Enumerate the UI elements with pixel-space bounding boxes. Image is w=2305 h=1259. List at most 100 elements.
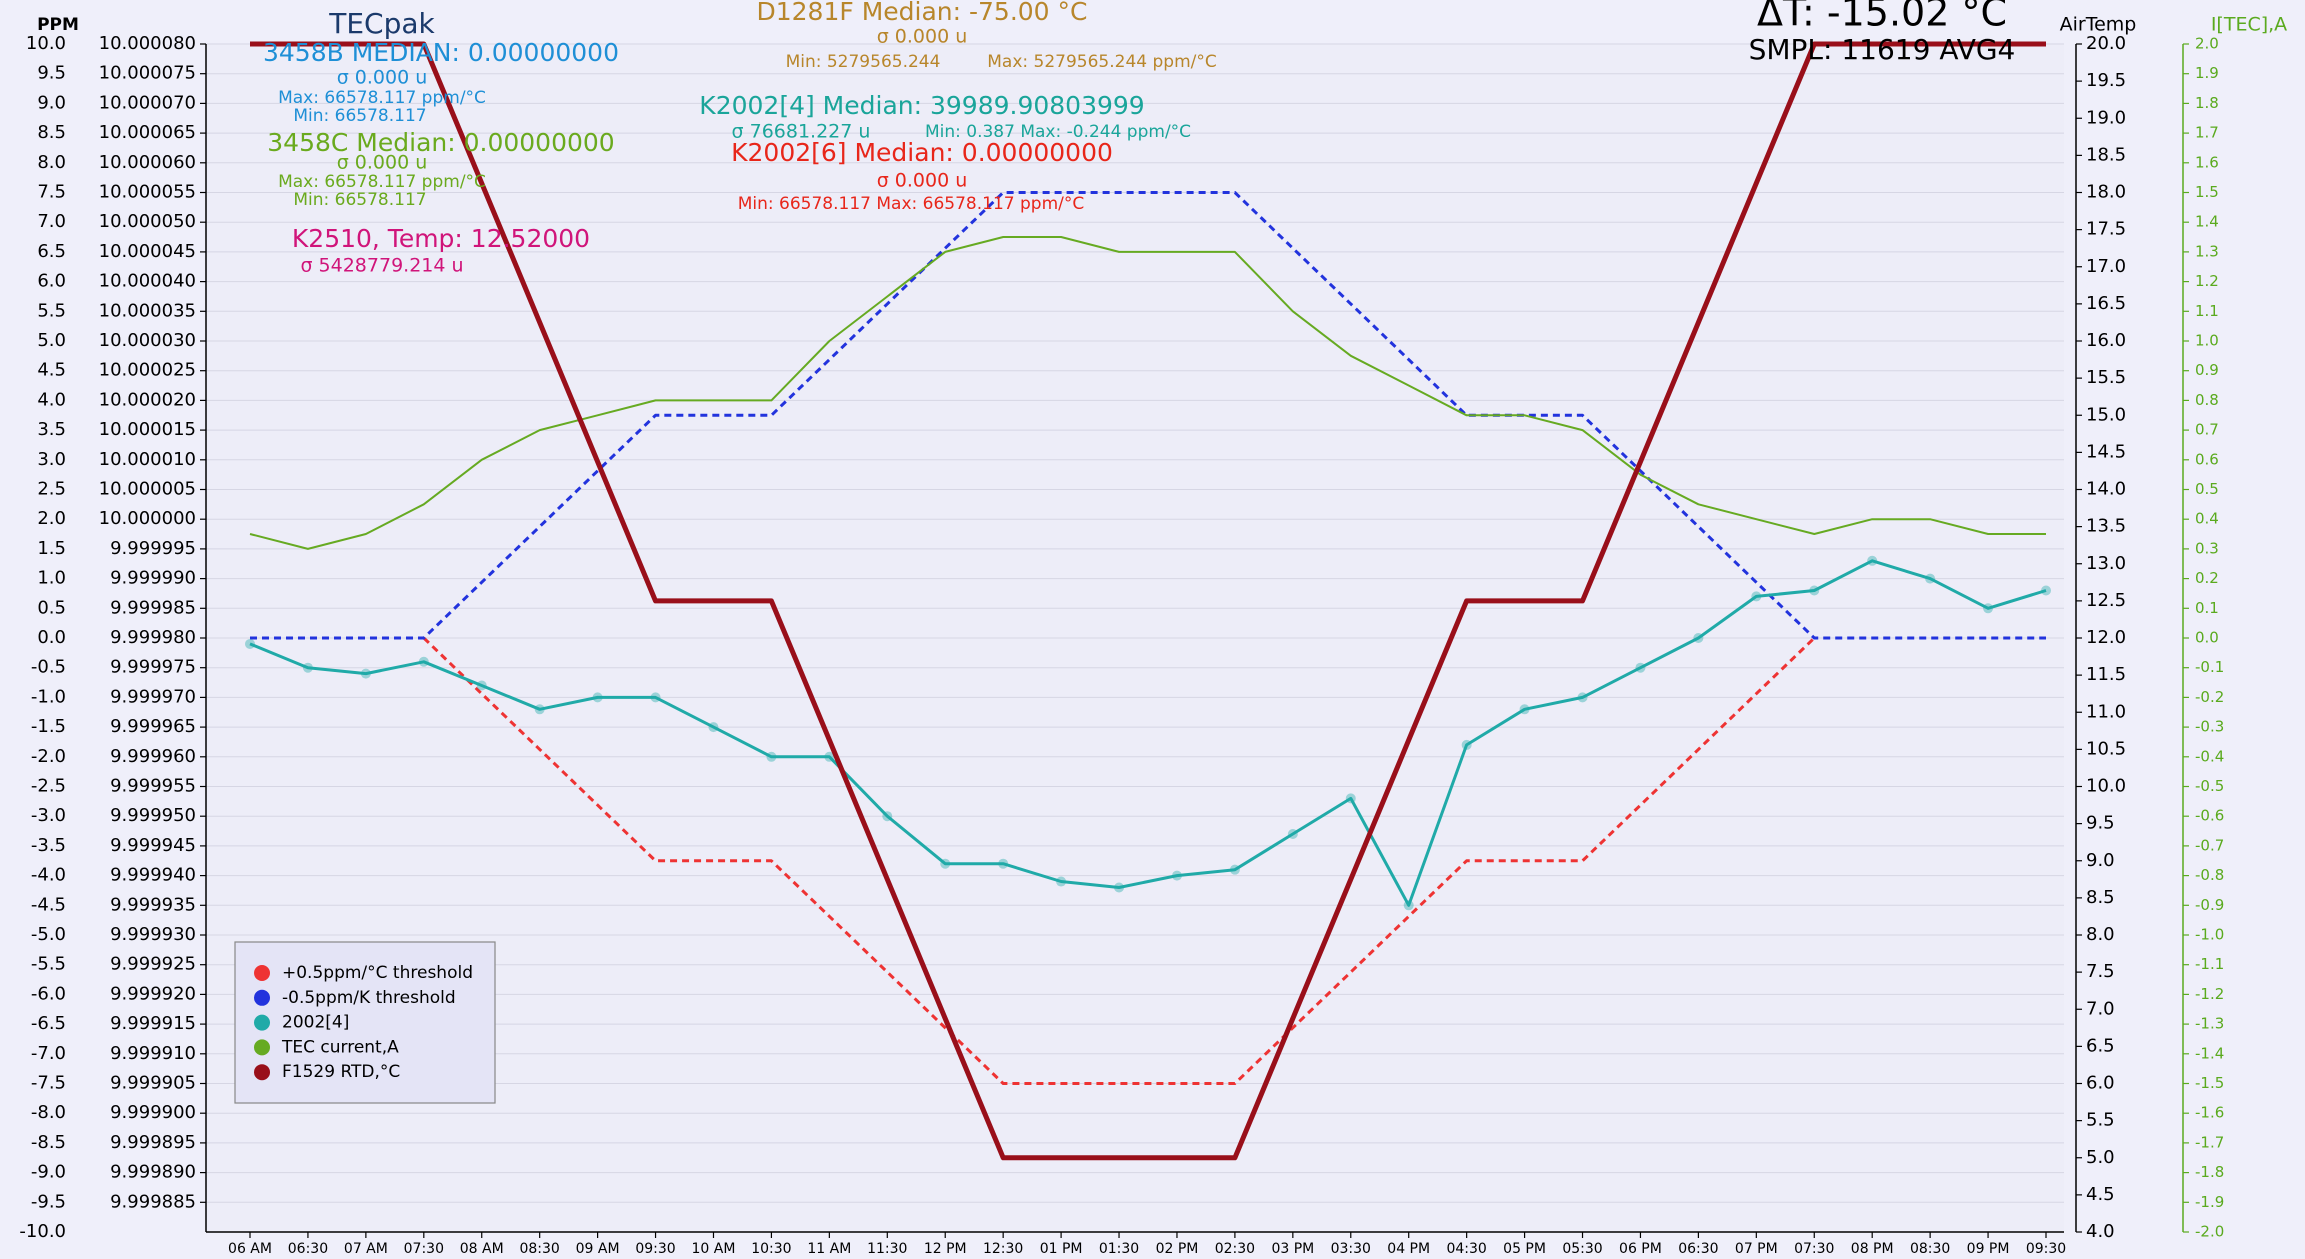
y3-tick-label: 11.0 bbox=[2086, 701, 2126, 722]
y3-tick-label: 15.5 bbox=[2086, 367, 2126, 388]
y2-tick-label: 10.000045 bbox=[99, 241, 196, 262]
legend-label: F1529 RTD,°C bbox=[282, 1062, 400, 1082]
y-tick-label: 9.0 bbox=[37, 92, 66, 113]
y4-tick-label: 1.8 bbox=[2195, 94, 2219, 112]
annotation: σ 76681.227 u bbox=[732, 121, 871, 143]
y-tick-label: 8.5 bbox=[37, 122, 66, 143]
y-tick-label: 4.5 bbox=[37, 360, 66, 381]
y4-tick-label: 0.6 bbox=[2195, 450, 2219, 468]
y-tick-label: -4.0 bbox=[31, 865, 66, 886]
y-tick-label: 7.0 bbox=[37, 211, 66, 232]
y4-tick-label: -0.5 bbox=[2195, 777, 2224, 795]
y-tick-label: 9.5 bbox=[37, 63, 66, 84]
legend-label: 2002[4] bbox=[282, 1013, 349, 1033]
y4-tick-label: -1.4 bbox=[2195, 1044, 2224, 1062]
series-point bbox=[1693, 633, 1704, 643]
y2-tick-label: 9.999915 bbox=[110, 1013, 196, 1034]
x-tick-label: 12:30 bbox=[983, 1241, 1023, 1257]
y2-tick-label: 9.999990 bbox=[110, 568, 196, 589]
y-tick-label: 1.0 bbox=[37, 568, 66, 589]
annotation: D1281F Median: -75.00 °C bbox=[757, 0, 1088, 26]
series-point bbox=[1403, 900, 1414, 911]
y3-tick-label: 17.0 bbox=[2086, 256, 2126, 277]
series-line bbox=[250, 191, 2046, 640]
x-tick-label: 11:30 bbox=[867, 1241, 907, 1257]
y3-tick-label: 6.0 bbox=[2086, 1073, 2115, 1094]
y3-tick-label: 14.5 bbox=[2086, 441, 2126, 462]
x-tick-label: 07:30 bbox=[404, 1241, 444, 1257]
y2-tick-label: 9.999945 bbox=[110, 835, 196, 856]
annotation: Max: 66578.117 ppm/°C bbox=[278, 88, 486, 108]
y-tick-label: 4.0 bbox=[37, 389, 66, 410]
y2-tick-label: 9.999930 bbox=[110, 924, 196, 945]
series-point bbox=[1751, 591, 1762, 602]
legend-marker bbox=[254, 1064, 270, 1081]
y3-tick-label: 12.5 bbox=[2086, 590, 2126, 611]
legend: +0.5ppm/°C threshold -0.5ppm/K threshold 2… bbox=[234, 941, 496, 1104]
y2-tick-label: 10.000065 bbox=[99, 122, 196, 143]
x-tick-label: 01:30 bbox=[1099, 1241, 1139, 1257]
y2-tick-label: 10.000015 bbox=[99, 419, 196, 440]
series-point bbox=[534, 704, 545, 715]
series-line bbox=[249, 236, 2046, 550]
y4-tick-label: -1.5 bbox=[2195, 1074, 2224, 1092]
legend-marker bbox=[254, 1039, 270, 1056]
y-tick-label: 3.0 bbox=[37, 449, 66, 470]
y4-tick-label: 1.2 bbox=[2195, 272, 2219, 290]
annotation: σ 0.000 u bbox=[877, 26, 968, 48]
y4-tick-label: -1.7 bbox=[2195, 1133, 2224, 1151]
y-tick-label: -7.5 bbox=[31, 1073, 66, 1094]
y2-tick-label: 9.999985 bbox=[110, 597, 196, 618]
y4-tick-label: -0.8 bbox=[2195, 866, 2224, 884]
y-tick-label: -10.0 bbox=[19, 1221, 66, 1242]
annotation: Min: 66578.117 bbox=[293, 190, 426, 210]
series-point bbox=[360, 668, 371, 679]
y2-tick-label: 9.999960 bbox=[110, 746, 196, 767]
y2-tick-label: 10.000010 bbox=[99, 449, 196, 470]
y4-tick-label: 0.2 bbox=[2195, 569, 2219, 587]
x-tick-label: 08:30 bbox=[1910, 1241, 1950, 1257]
y2-tick-label: 10.000050 bbox=[99, 211, 196, 232]
series-point bbox=[592, 692, 603, 703]
y2-tick-label: 10.000020 bbox=[99, 389, 196, 410]
series-point bbox=[1229, 864, 1240, 875]
legend-marker bbox=[254, 1014, 270, 1031]
y4-tick-label: 0.7 bbox=[2195, 421, 2219, 439]
y-tick-label: 3.5 bbox=[37, 419, 66, 440]
annotation: Min: 66578.117 Max: 66578.117 ppm/°C bbox=[738, 194, 1084, 214]
annotation: σ 0.000 u bbox=[337, 67, 428, 89]
y2-tick-label: 10.000075 bbox=[99, 63, 196, 84]
x-tick-label: 04:30 bbox=[1446, 1241, 1486, 1257]
series-point bbox=[1056, 876, 1067, 887]
y3-tick-label: 13.5 bbox=[2086, 516, 2126, 537]
y4-tick-label: -1.8 bbox=[2195, 1163, 2224, 1181]
y3-tick-label: 5.0 bbox=[2086, 1147, 2115, 1168]
y-tick-label: 6.5 bbox=[37, 241, 66, 262]
annotation: 3458C Median: 0.00000000 bbox=[267, 128, 614, 157]
y2-tick-label: 9.999970 bbox=[110, 686, 196, 707]
y3-tick-label: 14.0 bbox=[2086, 479, 2126, 500]
series-point bbox=[1925, 573, 1936, 584]
y3-tick-label: 8.5 bbox=[2086, 887, 2115, 908]
y3-tick-label: 18.0 bbox=[2086, 182, 2126, 203]
y2-tick-label: 10.000070 bbox=[99, 92, 196, 113]
y2-tick-label: 9.999920 bbox=[110, 983, 196, 1004]
series-point bbox=[1983, 603, 1994, 614]
y3-axis-title: AirTemp bbox=[2060, 14, 2137, 36]
y4-tick-label: 1.3 bbox=[2195, 242, 2219, 260]
annotation: σ 0.000 u bbox=[337, 152, 428, 174]
annotation: K2510, Temp: 12.52000 bbox=[292, 224, 590, 253]
y4-tick-label: -1.9 bbox=[2195, 1193, 2224, 1211]
annotation: Min: 66578.117 bbox=[293, 106, 426, 126]
x-tick-label: 07 AM bbox=[344, 1241, 388, 1257]
annotation: Min: 0.387 Max: -0.244 ppm/°C bbox=[925, 122, 1191, 142]
y2-tick-label: 10.000060 bbox=[99, 152, 196, 173]
series-point bbox=[1114, 882, 1125, 893]
y-tick-label: -0.5 bbox=[31, 657, 66, 678]
x-tick-label: 05 PM bbox=[1503, 1241, 1546, 1257]
y2-tick-label: 9.999900 bbox=[110, 1102, 196, 1123]
annotation: Max: 5279565.244 ppm/°C bbox=[987, 52, 1216, 72]
series-point bbox=[1635, 662, 1646, 673]
y4-tick-label: -1.2 bbox=[2195, 985, 2224, 1003]
